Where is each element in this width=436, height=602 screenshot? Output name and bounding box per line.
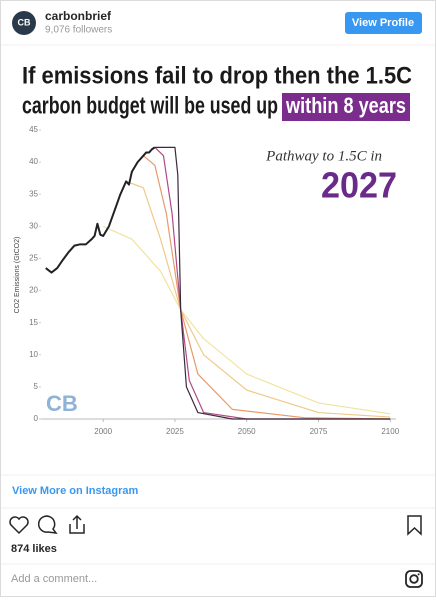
emissions-line bbox=[45, 146, 156, 274]
logo-dot bbox=[417, 573, 420, 576]
title-highlight: within 8 years bbox=[285, 93, 406, 118]
y-tick-label: 40 bbox=[29, 157, 38, 166]
avatar-text: CB bbox=[18, 17, 31, 27]
view-profile-button[interactable] bbox=[345, 12, 422, 34]
annotation: Pathway to 1.5C in bbox=[265, 148, 382, 164]
x-tick-label: 2050 bbox=[238, 427, 256, 436]
title-highlight-box bbox=[282, 93, 410, 121]
y-tick-label: 30 bbox=[29, 221, 38, 230]
view-more-link[interactable]: View More on Instagram bbox=[12, 485, 139, 497]
followers: 9,076 followers bbox=[45, 25, 112, 36]
share-icon[interactable] bbox=[69, 514, 85, 534]
comment-icon[interactable] bbox=[37, 515, 58, 534]
annotation-year: 2027 bbox=[321, 165, 397, 206]
y-tick-label: 35 bbox=[29, 189, 38, 198]
likes: 874 likes bbox=[11, 543, 57, 555]
post-title: carbon budget will be used up bbox=[22, 92, 278, 119]
avatar[interactable] bbox=[12, 11, 36, 35]
comment-input[interactable]: Add a comment... bbox=[11, 573, 97, 585]
emissions-line bbox=[102, 225, 391, 415]
emissions-line bbox=[154, 146, 391, 420]
like-icon[interactable] bbox=[9, 516, 29, 535]
y-tick-label: 15 bbox=[29, 318, 38, 327]
y-axis-label: CO2 Emissions (GtCO2) bbox=[14, 237, 21, 314]
y-tick-label: 45 bbox=[29, 125, 38, 134]
y-tick-label: 10 bbox=[29, 350, 38, 359]
instagram-logo[interactable] bbox=[405, 570, 423, 588]
emissions-line bbox=[125, 180, 391, 418]
emissions-line bbox=[142, 155, 391, 420]
y-tick-label: 25 bbox=[29, 254, 38, 263]
x-tick-label: 2000 bbox=[94, 427, 112, 436]
save-icon[interactable] bbox=[407, 515, 422, 536]
logo: CB bbox=[46, 391, 78, 416]
logo-frame bbox=[405, 570, 423, 588]
y-tick-label: 20 bbox=[29, 286, 38, 295]
play-ring bbox=[190, 229, 246, 285]
play-icon bbox=[208, 242, 233, 272]
x-tick-label: 2100 bbox=[381, 427, 399, 436]
play-button[interactable] bbox=[190, 229, 246, 285]
y-tick-label: 5 bbox=[34, 382, 39, 391]
post-title: If emissions fail to drop then the 1.5C bbox=[22, 62, 412, 89]
y-tick-label: 0 bbox=[34, 414, 39, 423]
view-profile-label: View Profile bbox=[352, 17, 414, 29]
logo-lens bbox=[409, 574, 419, 584]
x-tick-label: 2025 bbox=[166, 427, 184, 436]
emissions-line bbox=[154, 146, 391, 420]
account-name[interactable]: carbonbrief bbox=[45, 9, 112, 23]
x-tick-label: 2075 bbox=[310, 427, 328, 436]
